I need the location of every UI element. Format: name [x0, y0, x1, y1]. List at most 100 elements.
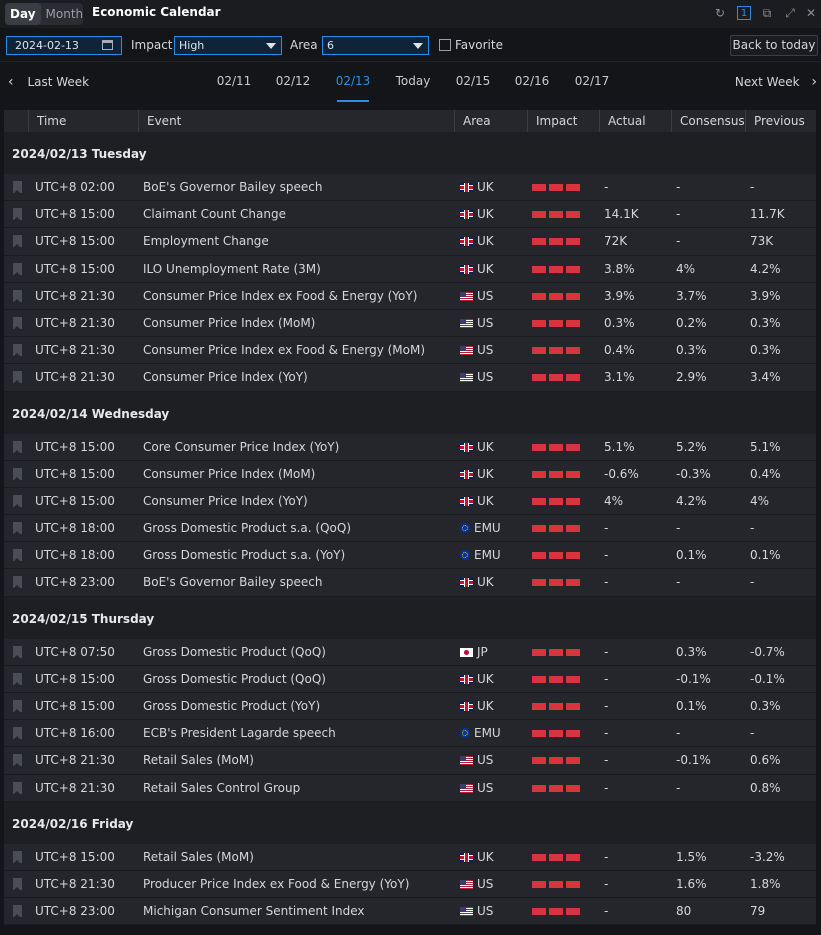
column-header-area[interactable]: Area	[454, 110, 527, 132]
area-code: UK	[477, 575, 494, 590]
impact-level-bar	[549, 880, 563, 888]
bookmark-icon[interactable]	[13, 289, 22, 303]
impact-level-bar	[549, 757, 563, 765]
bookmark-icon[interactable]	[13, 645, 22, 659]
event-name: Consumer Price Index (MoM)	[143, 466, 316, 481]
table-row[interactable]: UTC+8 02:00 BoE's Governor Bailey speech U…	[4, 174, 816, 202]
area-select[interactable]: 6	[322, 36, 429, 55]
column-header-previous[interactable]: Previous	[745, 110, 816, 132]
restore-window-icon[interactable]: ⧉	[762, 6, 772, 20]
uk-flag-icon	[460, 578, 473, 588]
bookmark-icon[interactable]	[13, 877, 22, 891]
area-code: UK	[477, 699, 494, 713]
bookmark-icon[interactable]	[13, 371, 22, 385]
impact-level-bar	[566, 470, 580, 478]
bookmark-icon[interactable]	[13, 262, 22, 276]
table-row[interactable]: UTC+8 07:50 Gross Domestic Product (QoQ) J…	[4, 638, 816, 666]
impact-level-bar	[549, 853, 563, 861]
link-group-badge[interactable]: 1	[737, 6, 751, 20]
table-row[interactable]: UTC+8 23:00 Michigan Consumer Sentiment I…	[4, 898, 816, 926]
table-row[interactable]: UTC+8 21:30 Consumer Price Index (YoY) US 3…	[4, 364, 816, 392]
impact-level-bar	[566, 579, 580, 587]
maximize-icon[interactable]: ⤢	[785, 6, 795, 20]
table-row[interactable]: UTC+8 21:30 Retail Sales (MoM) US - -0.1% 0.6…	[4, 747, 816, 775]
event-name: Retail Sales (MoM)	[143, 753, 254, 768]
day-tab[interactable]: 02/16	[514, 74, 550, 88]
column-header-impact[interactable]: Impact	[527, 110, 599, 132]
table-row[interactable]: UTC+8 18:00 Gross Domestic Product s.a. (…	[4, 515, 816, 543]
date-picker-input[interactable]: 2024-02-13	[6, 36, 122, 55]
day-mode-button[interactable]: Day	[5, 3, 41, 25]
bookmark-icon[interactable]	[13, 754, 22, 768]
impact-level-bar	[549, 525, 563, 533]
bookmark-icon[interactable]	[13, 672, 22, 686]
calendar-table: Time Event Area Impact Actual Consensus Previo…	[4, 110, 816, 926]
previous-value: 73K	[750, 234, 774, 249]
back-to-today-button[interactable]: Back to today	[730, 35, 818, 56]
bookmark-icon[interactable]	[13, 905, 22, 919]
table-row[interactable]: UTC+8 21:30 Retail Sales Control Group US -…	[4, 774, 816, 802]
bookmark-icon[interactable]	[13, 700, 22, 713]
table-row[interactable]: UTC+8 15:00 Gross Domestic Product (QoQ) U…	[4, 665, 816, 693]
impact-level-bar	[549, 211, 563, 219]
impact-level-bar	[549, 470, 563, 478]
bookmark-icon[interactable]	[13, 576, 22, 590]
table-row[interactable]: UTC+8 15:00 Gross Domestic Product (YoY) U…	[4, 693, 816, 721]
table-row[interactable]: UTC+8 21:30 Consumer Price Index (MoM) US 0…	[4, 309, 816, 338]
next-week-button[interactable]: Next Week ›	[735, 74, 817, 90]
event-time: UTC+8 23:00	[35, 904, 115, 919]
impact-level-bar	[566, 757, 580, 765]
impact-level-bar	[532, 184, 546, 191]
bookmark-icon[interactable]	[13, 522, 22, 536]
bookmark-icon[interactable]	[13, 316, 22, 330]
day-tab[interactable]: 02/12	[275, 74, 311, 88]
bookmark-icon[interactable]	[13, 727, 22, 741]
table-row[interactable]: UTC+8 23:00 BoE's Governor Bailey speech U…	[4, 569, 816, 597]
table-row[interactable]: UTC+8 16:00 ECB's President Lagarde speec…	[4, 720, 816, 748]
day-tab[interactable]: 02/13	[335, 74, 371, 88]
last-week-button[interactable]: ‹ Last Week	[8, 74, 89, 90]
favorite-checkbox[interactable]	[439, 39, 451, 51]
bookmark-icon[interactable]	[13, 235, 22, 249]
bookmark-icon[interactable]	[13, 467, 22, 481]
column-header-consensus[interactable]: Consensus	[671, 110, 745, 132]
bookmark-icon[interactable]	[13, 850, 22, 864]
table-row[interactable]: UTC+8 21:30 Consumer Price Index ex Food …	[4, 337, 816, 365]
title-bar: Day Month Economic Calendar ↻ 1 ⧉ ⤢ ✕	[0, 0, 821, 28]
table-row[interactable]: UTC+8 21:30 Producer Price Index ex Food …	[4, 870, 816, 899]
bookmark-icon[interactable]	[13, 781, 22, 795]
impact-level-bar	[566, 319, 580, 327]
actual-value: -	[604, 644, 609, 659]
table-row[interactable]: UTC+8 15:00 Retail Sales (MoM) UK - 1.5% -3.2…	[4, 843, 816, 871]
bookmark-icon[interactable]	[13, 494, 22, 508]
bookmark-icon[interactable]	[13, 181, 22, 194]
table-row[interactable]: UTC+8 15:00 ILO Unemployment Rate (3M) UK 3…	[4, 255, 816, 283]
bookmark-icon[interactable]	[13, 440, 22, 454]
column-header-event[interactable]: Event	[138, 110, 454, 132]
month-mode-button[interactable]: Month	[45, 7, 84, 21]
favorite-label[interactable]: Favorite	[455, 38, 503, 52]
impact-select[interactable]: High	[174, 36, 282, 55]
event-time: UTC+8 21:30	[35, 288, 115, 303]
column-header-actual[interactable]: Actual	[599, 110, 671, 132]
day-tab[interactable]: 02/17	[574, 74, 610, 88]
table-row[interactable]: UTC+8 15:00 Claimant Count Change UK 14.1K -…	[4, 201, 816, 229]
day-tab[interactable]: 02/11	[216, 74, 252, 88]
day-tab[interactable]: Today	[395, 74, 431, 88]
bookmark-icon[interactable]	[13, 208, 22, 222]
table-row[interactable]: UTC+8 15:00 Employment Change UK 72K - 73K	[4, 228, 816, 256]
column-header-time[interactable]: Time	[28, 110, 138, 132]
bookmark-icon[interactable]	[13, 344, 22, 358]
table-row[interactable]: UTC+8 21:30 Consumer Price Index ex Food …	[4, 282, 816, 310]
calendar-icon[interactable]	[102, 40, 113, 50]
actual-value: 0.3%	[604, 315, 635, 330]
event-name: ECB's President Lagarde speech	[143, 726, 336, 741]
bookmark-icon[interactable]	[13, 549, 22, 563]
day-tab[interactable]: 02/15	[455, 74, 491, 88]
table-row[interactable]: UTC+8 15:00 Consumer Price Index (YoY) UK 4…	[4, 487, 816, 516]
table-row[interactable]: UTC+8 15:00 Consumer Price Index (MoM) UK -…	[4, 460, 816, 488]
table-row[interactable]: UTC+8 18:00 Gross Domestic Product s.a. (…	[4, 542, 816, 570]
table-row[interactable]: UTC+8 15:00 Core Consumer Price Index (Yo…	[4, 433, 816, 461]
close-icon[interactable]: ✕	[805, 6, 817, 20]
refresh-icon[interactable]: ↻	[714, 6, 726, 20]
